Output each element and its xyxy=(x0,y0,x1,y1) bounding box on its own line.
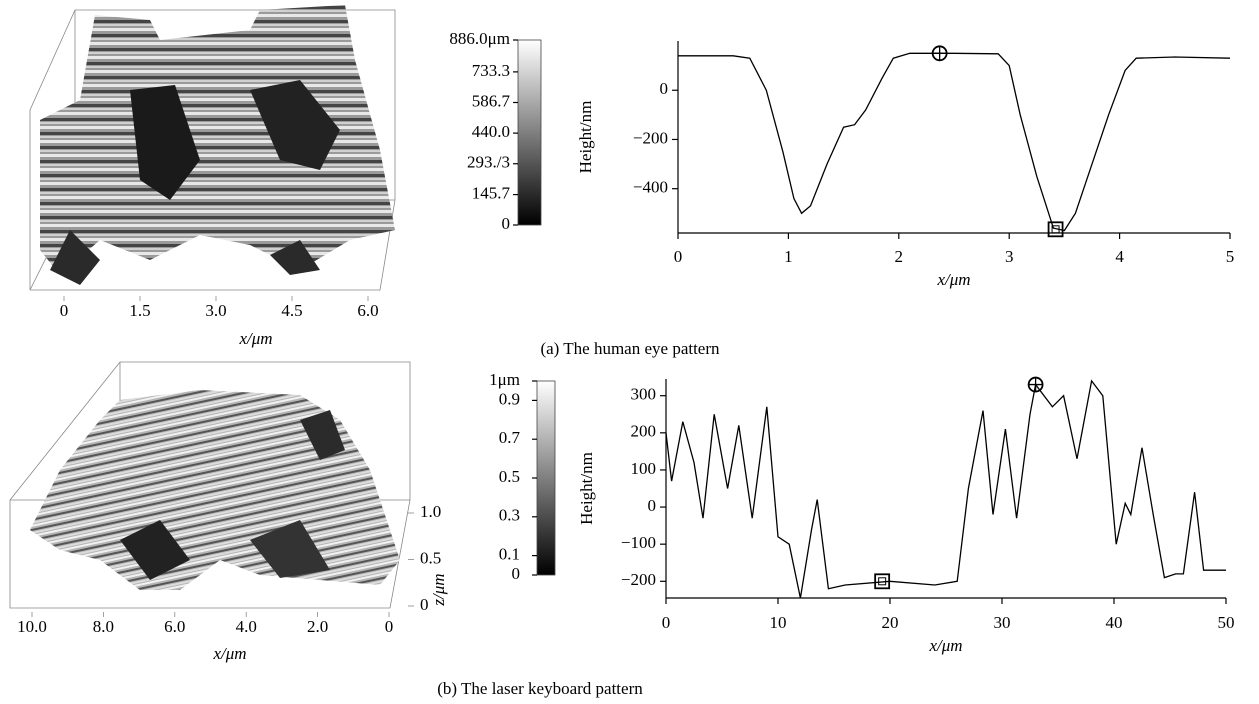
x-tick-label: 4.5 xyxy=(281,301,302,320)
y-tick-label: 0 xyxy=(648,496,657,515)
marker-square-inner xyxy=(878,577,887,586)
colorbar-tick-label: 0.7 xyxy=(499,428,521,447)
colorbar-tick-label: 440.0 xyxy=(472,122,510,141)
x-tick-label: 0 xyxy=(662,613,671,632)
y-tick-label: 300 xyxy=(631,385,657,404)
y-tick-label: −400 xyxy=(633,178,668,197)
colorbar-tick-label: 0.3 xyxy=(499,506,520,525)
x-axis-label: x/μm xyxy=(928,636,962,655)
y-tick-label: 0 xyxy=(660,79,669,98)
x-axis-label: x/μm xyxy=(936,270,970,289)
x-tick-label: 0 xyxy=(674,247,683,266)
colorbar-tick-label: 586.7 xyxy=(472,91,511,110)
x-tick-label: 2.0 xyxy=(307,617,328,636)
colorbar-tick-label: 0.9 xyxy=(499,389,520,408)
caption: (a) The human eye pattern xyxy=(540,339,720,358)
y-tick-label: 100 xyxy=(631,459,657,478)
x-tick-label: 4 xyxy=(1115,247,1124,266)
x-tick-label: 1.5 xyxy=(129,301,150,320)
x-tick-label: 2 xyxy=(895,247,904,266)
caption: (b) The laser keyboard pattern xyxy=(437,679,643,698)
colorbar-tick-label: 886.0μm xyxy=(449,29,510,48)
x-tick-label: 10 xyxy=(770,613,787,632)
marker-cross xyxy=(1028,377,1043,392)
marker xyxy=(1047,221,1064,238)
x-tick-label: 3 xyxy=(1005,247,1014,266)
colorbar-tick-label: 0.5 xyxy=(499,467,520,486)
x-tick-label: 0 xyxy=(60,301,69,320)
x-tick-label: 6.0 xyxy=(164,617,185,636)
x-tick-label: 20 xyxy=(882,613,899,632)
x-tick-label: 5 xyxy=(1226,247,1235,266)
z-tick-label: 0 xyxy=(420,595,429,614)
marker-square-inner xyxy=(1051,225,1060,234)
colorbar xyxy=(536,380,556,576)
x-tick-label: 50 xyxy=(1218,613,1235,632)
y-axis-label: Height/nm xyxy=(577,452,596,525)
marker xyxy=(1027,376,1044,393)
colorbar-tick-label: 293./3 xyxy=(467,153,510,172)
surface-image xyxy=(29,5,396,291)
z-tick-label: 1.0 xyxy=(420,502,441,521)
x-tick-label: 3.0 xyxy=(205,301,226,320)
colorbar-tick-label: 0 xyxy=(502,214,511,233)
marker xyxy=(874,573,891,590)
y-axis-label: Height/nm xyxy=(576,101,595,174)
x-tick-label: 10.0 xyxy=(17,617,47,636)
profile-line xyxy=(665,379,1226,599)
x-tick-label: 1 xyxy=(784,247,793,266)
y-tick-label: −200 xyxy=(621,570,656,589)
surface-image xyxy=(9,361,411,609)
x-tick-label: 8.0 xyxy=(93,617,114,636)
colorbar-tick-label: 0 xyxy=(512,564,521,583)
x-tick-label: 30 xyxy=(994,613,1011,632)
profile-line xyxy=(678,52,1231,232)
y-tick-label: −200 xyxy=(633,128,668,147)
marker-cross xyxy=(932,46,947,61)
colorbar-tick-label: 145.7 xyxy=(472,183,511,202)
x-axis-label: x/μm xyxy=(212,644,246,663)
y-tick-label: 200 xyxy=(631,422,657,441)
colorbar xyxy=(517,39,542,226)
x-tick-label: 0 xyxy=(385,617,394,636)
colorbar-tick-label: 0.1 xyxy=(499,545,520,564)
colorbar-tick-label: 733.3 xyxy=(472,61,510,80)
y-tick-label: −100 xyxy=(621,533,656,552)
z-tick-label: 0.5 xyxy=(420,548,441,567)
marker-square xyxy=(874,573,891,590)
marker xyxy=(931,45,948,62)
x-tick-label: 6.0 xyxy=(357,301,378,320)
x-tick-label: 40 xyxy=(1106,613,1123,632)
marker-square xyxy=(1047,221,1064,238)
x-axis-label: x/μm xyxy=(238,329,272,348)
colorbar-tick-label: 1μm xyxy=(489,370,520,389)
x-tick-label: 4.0 xyxy=(236,617,257,636)
z-axis-label: z/μm xyxy=(429,573,448,606)
